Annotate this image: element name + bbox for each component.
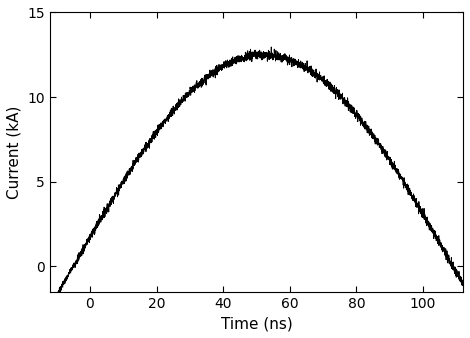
- Y-axis label: Current (kA): Current (kA): [7, 105, 22, 199]
- X-axis label: Time (ns): Time (ns): [220, 316, 292, 331]
